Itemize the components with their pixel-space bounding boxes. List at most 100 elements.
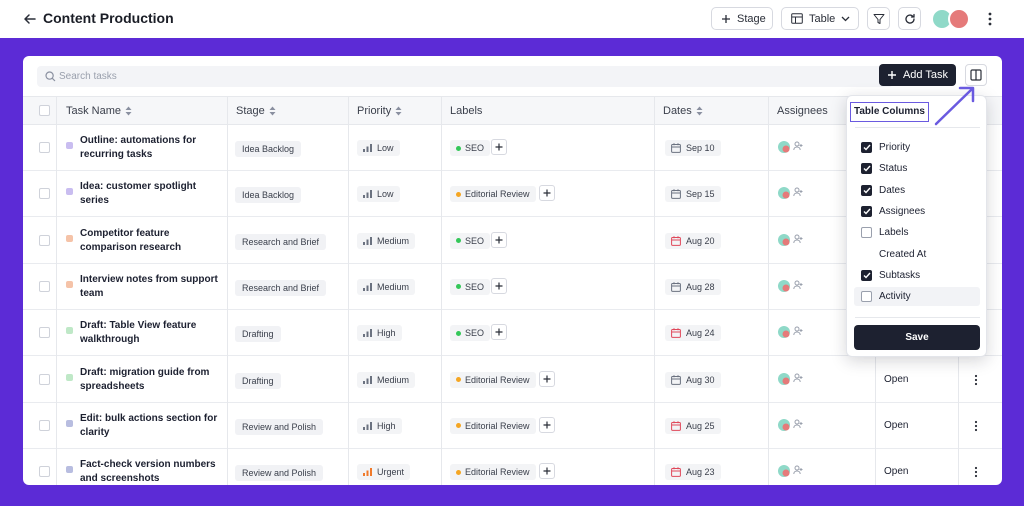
search-input[interactable]	[59, 68, 879, 85]
status-text[interactable]: Open	[884, 373, 909, 385]
columns-toggle-button[interactable]	[965, 64, 987, 86]
column-option-created-at[interactable]: Created At	[854, 245, 980, 264]
assignees-cell[interactable]	[777, 418, 805, 432]
task-name[interactable]: Fact-check version numbers and screensho…	[80, 459, 216, 485]
column-header-dates[interactable]: Dates	[663, 105, 703, 117]
label-chip[interactable]: SEO	[450, 278, 491, 295]
table-row[interactable]: Edit: bulk actions section for clarity Re…	[23, 403, 1002, 449]
table-row[interactable]: Draft: migration guide from spreadsheets…	[23, 357, 1002, 403]
assignees-cell[interactable]	[777, 325, 805, 339]
add-label-button[interactable]	[539, 370, 555, 387]
column-option-activity[interactable]: Activity	[854, 287, 980, 307]
stage-chip[interactable]: Review and Polish	[235, 465, 324, 482]
add-label-button[interactable]	[491, 231, 507, 248]
assignees-cell[interactable]	[777, 233, 805, 247]
stage-chip[interactable]: Research and Brief	[235, 233, 327, 250]
priority-chip[interactable]: Medium	[357, 278, 416, 295]
label-chip[interactable]: Editorial Review	[450, 371, 536, 388]
priority-chip[interactable]: Medium	[357, 371, 416, 388]
assignees-cell[interactable]	[777, 186, 805, 200]
priority-chip[interactable]: High	[357, 417, 402, 434]
column-option-checkbox[interactable]	[861, 142, 872, 153]
column-option-checkbox[interactable]	[861, 163, 872, 175]
priority-chip[interactable]: Low	[357, 140, 400, 156]
column-header-labels[interactable]: Labels	[450, 105, 482, 117]
label-chip[interactable]: SEO	[450, 140, 491, 156]
add-label-button[interactable]	[539, 463, 555, 480]
priority-chip[interactable]: Urgent	[357, 464, 411, 481]
stage-chip[interactable]: Drafting	[235, 372, 281, 389]
column-option-dates[interactable]: Dates	[854, 181, 980, 200]
priority-chip[interactable]: High	[357, 325, 402, 342]
table-row[interactable]: Idea: customer spotlight series Idea Back…	[23, 171, 1002, 218]
add-task-button[interactable]: Add Task	[879, 64, 956, 86]
more-vertical-icon[interactable]	[985, 10, 995, 28]
column-header-stage[interactable]: Stage	[236, 105, 276, 117]
add-label-button[interactable]	[539, 185, 555, 202]
column-header-task-name[interactable]: Task Name	[66, 105, 132, 117]
date-chip[interactable]: Aug 25	[665, 417, 721, 434]
column-option-assignees[interactable]: Assignees	[854, 202, 980, 221]
arrow-left-icon[interactable]	[22, 11, 38, 27]
table-row[interactable]: Competitor feature comparison research Re…	[23, 218, 1002, 264]
column-header-priority[interactable]: Priority	[357, 105, 402, 117]
table-row[interactable]: Fact-check version numbers and screensho…	[23, 449, 1002, 485]
column-option-checkbox[interactable]	[861, 227, 872, 239]
more-vertical-icon[interactable]	[973, 419, 979, 433]
column-option-checkbox[interactable]	[861, 291, 872, 303]
collaborator-avatars[interactable]	[931, 8, 973, 30]
status-text[interactable]: Open	[884, 466, 909, 478]
date-chip[interactable]: Aug 23	[665, 464, 721, 481]
row-checkbox[interactable]	[39, 466, 50, 478]
add-label-button[interactable]	[491, 139, 507, 155]
row-checkbox[interactable]	[39, 142, 50, 153]
table-row[interactable]: Interview notes from support team Researc…	[23, 264, 1002, 310]
status-text[interactable]: Open	[884, 419, 909, 431]
more-vertical-icon[interactable]	[973, 465, 979, 479]
filter-button[interactable]	[867, 7, 890, 30]
label-chip[interactable]: Editorial Review	[450, 186, 536, 203]
stage-chip[interactable]: Drafting	[235, 326, 281, 343]
task-name[interactable]: Outline: automations for recurring tasks	[80, 135, 197, 160]
column-option-labels[interactable]: Labels	[854, 223, 980, 242]
add-label-button[interactable]	[491, 324, 507, 341]
date-chip[interactable]: Sep 10	[665, 140, 721, 156]
row-checkbox[interactable]	[39, 188, 50, 200]
row-checkbox[interactable]	[39, 234, 50, 246]
task-name[interactable]: Edit: bulk actions section for clarity	[80, 412, 218, 438]
task-name[interactable]: Draft: migration guide from spreadsheets	[80, 366, 210, 392]
stage-chip[interactable]: Review and Polish	[235, 418, 324, 435]
add-label-button[interactable]	[491, 277, 507, 294]
table-row[interactable]: Outline: automations for recurring tasks…	[23, 125, 1002, 171]
column-option-checkbox[interactable]	[861, 184, 872, 196]
date-chip[interactable]: Aug 20	[665, 232, 721, 249]
date-chip[interactable]: Aug 30	[665, 371, 721, 388]
date-chip[interactable]: Aug 24	[665, 325, 721, 342]
table-row[interactable]: Draft: Table View feature walkthrough Dra…	[23, 310, 1002, 357]
label-chip[interactable]: Editorial Review	[450, 464, 536, 481]
row-checkbox[interactable]	[39, 327, 50, 339]
assignees-cell[interactable]	[777, 464, 805, 478]
column-option-subtasks[interactable]: Subtasks	[854, 266, 980, 285]
column-option-priority[interactable]: Priority	[854, 138, 980, 157]
label-chip[interactable]: SEO	[450, 232, 491, 249]
date-chip[interactable]: Sep 15	[665, 186, 721, 203]
stage-chip[interactable]: Idea Backlog	[235, 141, 302, 157]
label-chip[interactable]: Editorial Review	[450, 417, 536, 434]
add-label-button[interactable]	[539, 416, 555, 433]
assignees-cell[interactable]	[777, 279, 805, 293]
date-chip[interactable]: Aug 28	[665, 278, 721, 295]
column-option-status[interactable]: Status	[854, 159, 980, 178]
task-name[interactable]: Idea: customer spotlight series	[80, 181, 197, 207]
assignees-cell[interactable]	[777, 372, 805, 386]
priority-chip[interactable]: Low	[357, 186, 400, 203]
column-option-checkbox[interactable]	[861, 205, 872, 217]
refresh-button[interactable]	[898, 7, 921, 30]
task-name[interactable]: Interview notes from support team	[80, 273, 218, 299]
select-all-checkbox[interactable]	[39, 105, 50, 116]
add-stage-button[interactable]: Stage	[711, 7, 773, 30]
label-chip[interactable]: SEO	[450, 325, 491, 342]
row-checkbox[interactable]	[39, 419, 50, 431]
row-checkbox[interactable]	[39, 280, 50, 292]
column-header-assignees[interactable]: Assignees	[777, 105, 828, 117]
